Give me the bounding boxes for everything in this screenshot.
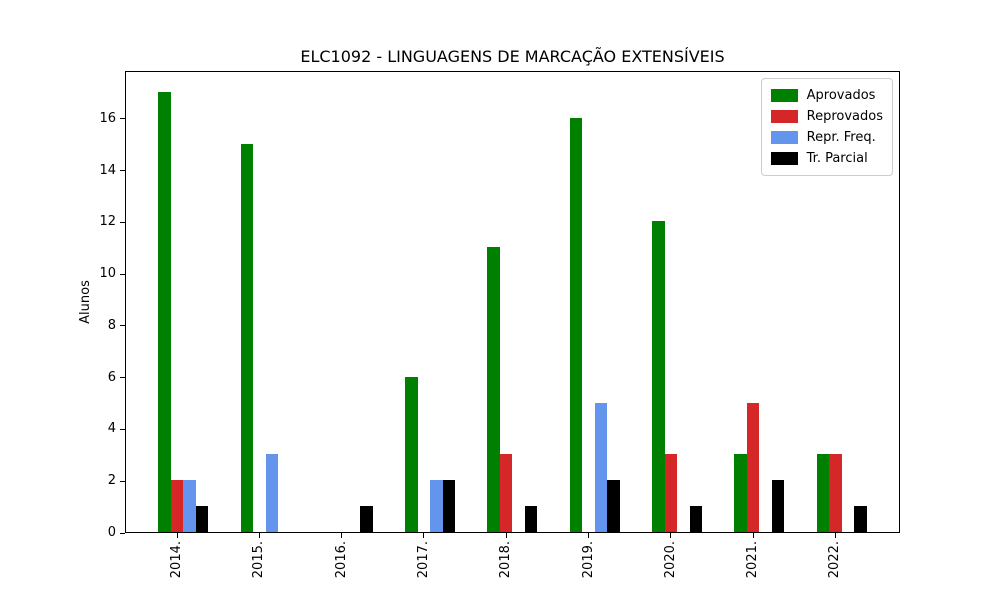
y-tick-mark bbox=[120, 377, 125, 379]
bar-tr-parcial-2020 bbox=[689, 506, 703, 532]
y-tick-label: 2 bbox=[107, 473, 116, 489]
x-tick-label: 2020. bbox=[662, 541, 678, 579]
y-tick-label: 6 bbox=[107, 369, 116, 385]
bar-aprovados-2015 bbox=[240, 144, 254, 532]
y-tick-mark bbox=[120, 273, 125, 275]
bar-aprovados-2014 bbox=[158, 92, 171, 532]
legend-swatch-tr-parcial bbox=[770, 152, 798, 165]
bar-tr-parcial-2018 bbox=[524, 506, 538, 532]
chart-title: ELC1092 - LINGUAGENS DE MARCAÇÃO EXTENSÍ… bbox=[300, 47, 725, 66]
legend-label-tr-parcial: Tr. Parcial bbox=[806, 151, 868, 166]
bar-tr-parcial-2014 bbox=[195, 506, 209, 532]
x-tick-mark bbox=[834, 533, 836, 538]
x-tick-label: 2019. bbox=[580, 541, 596, 579]
y-tick-label: 0 bbox=[107, 525, 116, 540]
y-axis-label: Alunos bbox=[78, 280, 93, 324]
y-tick-mark bbox=[120, 118, 125, 120]
x-tick-mark bbox=[588, 533, 589, 538]
x-tick-mark bbox=[670, 533, 672, 538]
bar-repr-freq-2015 bbox=[265, 454, 279, 532]
x-tick-label: 2021. bbox=[745, 541, 761, 579]
bar-repr-freq-2019 bbox=[594, 403, 608, 532]
bar-tr-parcial-2021 bbox=[771, 480, 785, 532]
bar-reprovados-2018 bbox=[499, 454, 513, 532]
x-tick-mark bbox=[258, 533, 260, 538]
legend-swatch-reprovados bbox=[770, 110, 798, 123]
bar-reprovados-2020 bbox=[664, 454, 678, 532]
x-tick-label: 2017. bbox=[415, 541, 431, 579]
legend: Aprovados Reprovados Repr. Freq. Tr. Parcia… bbox=[760, 78, 893, 176]
bar-reprovados-2021 bbox=[746, 403, 760, 532]
y-tick-mark bbox=[120, 428, 125, 430]
bar-repr-freq-2014 bbox=[183, 480, 196, 532]
x-tick-label: 2016. bbox=[333, 541, 349, 579]
bar-repr-freq-2017 bbox=[430, 480, 443, 532]
legend-item-repr-freq: Repr. Freq. bbox=[770, 127, 883, 148]
y-tick-mark bbox=[120, 221, 125, 223]
legend-item-aprovados: Aprovados bbox=[770, 85, 883, 106]
legend-item-reprovados: Reprovados bbox=[770, 106, 883, 127]
legend-label-aprovados: Aprovados bbox=[806, 88, 876, 103]
bar-aprovados-2021 bbox=[734, 454, 747, 532]
legend-label-repr-freq: Repr. Freq. bbox=[806, 130, 876, 145]
y-tick-mark bbox=[120, 532, 125, 534]
bar-tr-parcial-2022 bbox=[854, 506, 867, 532]
x-tick-mark bbox=[505, 533, 507, 538]
y-tick-label: 10 bbox=[99, 266, 116, 282]
y-tick-mark bbox=[120, 325, 125, 327]
bar-reprovados-2014 bbox=[170, 480, 184, 532]
bar-tr-parcial-2019 bbox=[607, 480, 620, 532]
bar-reprovados-2022 bbox=[829, 454, 842, 532]
y-tick-label: 16 bbox=[99, 110, 116, 126]
x-tick-label: 2014. bbox=[169, 541, 184, 579]
legend-swatch-repr-freq bbox=[770, 131, 798, 144]
bar-tr-parcial-2016 bbox=[360, 506, 373, 532]
y-tick-mark bbox=[120, 170, 125, 172]
x-tick-label: 2022. bbox=[827, 541, 843, 579]
y-tick-label: 12 bbox=[99, 214, 116, 230]
bar-aprovados-2020 bbox=[652, 221, 665, 532]
legend-item-tr-parcial: Tr. Parcial bbox=[770, 148, 883, 169]
y-tick-label: 4 bbox=[107, 421, 116, 437]
x-tick-mark bbox=[752, 533, 754, 538]
bar-aprovados-2017 bbox=[405, 377, 418, 532]
bar-aprovados-2018 bbox=[487, 247, 500, 532]
legend-label-reprovados: Reprovados bbox=[806, 109, 883, 124]
x-tick-label: 2015. bbox=[251, 541, 267, 579]
y-tick-label: 14 bbox=[99, 162, 116, 178]
x-tick-label: 2018. bbox=[498, 541, 514, 579]
x-tick-mark bbox=[423, 533, 425, 538]
y-tick-label: 8 bbox=[107, 317, 116, 333]
bar-aprovados-2022 bbox=[816, 454, 830, 532]
bar-aprovados-2019 bbox=[569, 118, 583, 532]
x-tick-mark bbox=[176, 533, 178, 538]
y-tick-mark bbox=[120, 480, 125, 482]
bar-tr-parcial-2017 bbox=[442, 480, 456, 532]
legend-swatch-aprovados bbox=[770, 89, 798, 102]
x-tick-mark bbox=[341, 533, 343, 538]
